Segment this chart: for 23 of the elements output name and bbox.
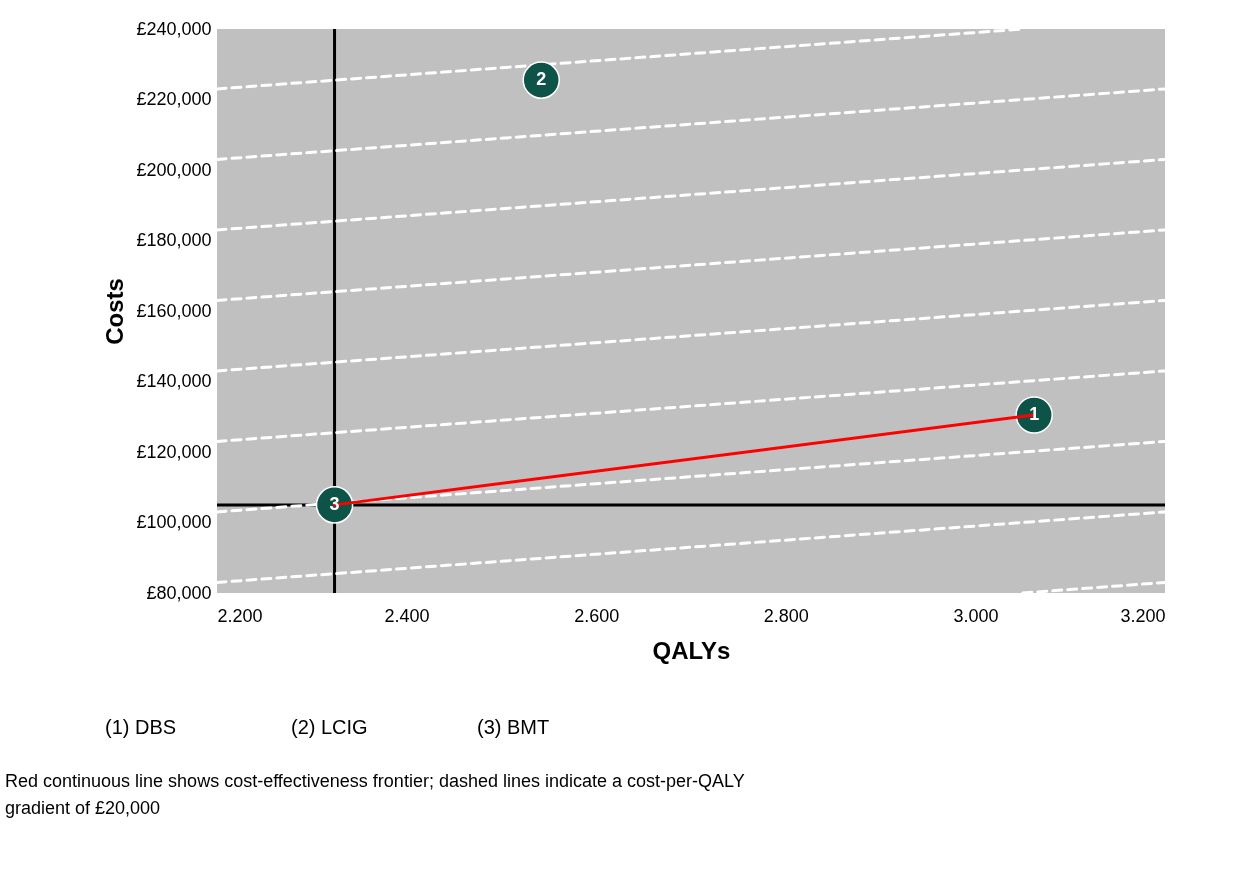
y-tick-label: £100,000: [136, 512, 212, 532]
x-tick-label: 2.200: [217, 605, 263, 626]
x-tick-label: 3.200: [1120, 605, 1166, 626]
y-tick-label: £220,000: [136, 89, 212, 109]
text: (2) LCIG: [291, 716, 368, 738]
x-axis-title: QALYs: [652, 636, 731, 664]
text: (1) DBS: [105, 716, 177, 738]
y-tick-label: £80,000: [146, 582, 212, 603]
x-tick-label: 2.600: [574, 605, 620, 626]
annotation: 2: [536, 69, 547, 90]
y-tick-label: £240,000: [136, 18, 212, 39]
text: (3) BMT: [477, 716, 550, 738]
y-tick-label: £160,000: [136, 300, 212, 321]
x-tick-label: 2.400: [384, 605, 430, 626]
x-tick-label: 3.000: [953, 605, 999, 626]
text: Red continuous line shows cost-effectiveness frontier; dashed lines indicate a cost-per-QALY gradient of £20,000: [5, 771, 745, 818]
y-tick-label: £200,000: [136, 159, 212, 180]
annotation: 1: [1029, 403, 1040, 424]
y-tick-label: £140,000: [136, 371, 212, 391]
y-tick-label: £120,000: [136, 441, 212, 462]
y-axis-title: Costs: [101, 278, 129, 345]
y-tick-label: £180,000: [136, 230, 212, 250]
x-tick-label: 2.800: [763, 605, 809, 626]
